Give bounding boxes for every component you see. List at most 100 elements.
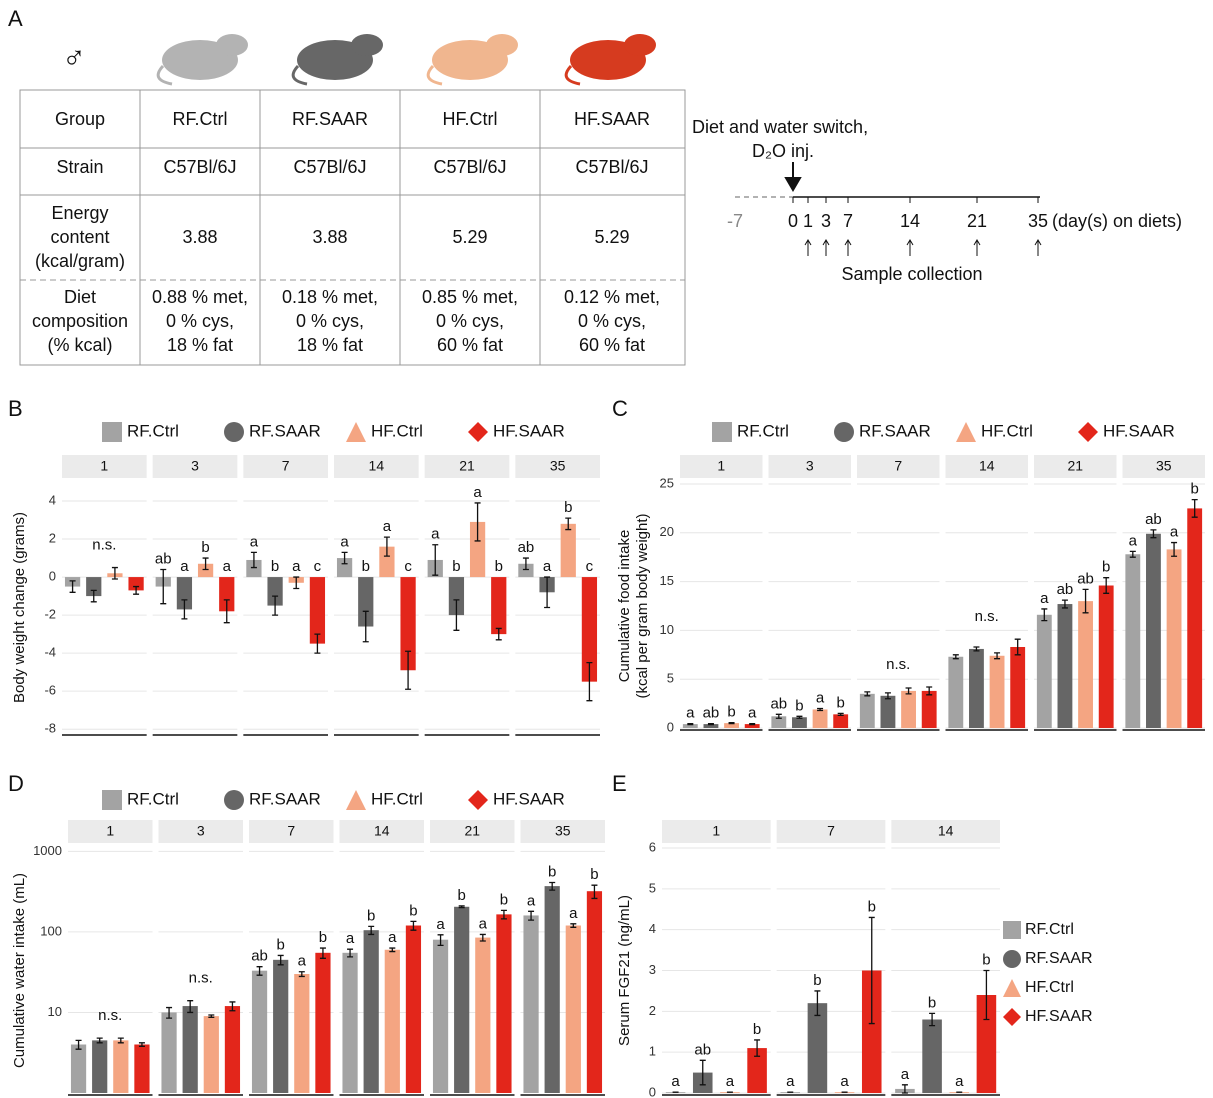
- significance-letter: a: [1129, 532, 1138, 549]
- legend-label: RF.Ctrl: [127, 421, 179, 440]
- bar: [1125, 554, 1140, 728]
- facet-label: 14: [369, 458, 385, 474]
- table-cell: C57Bl/6J: [293, 157, 366, 177]
- legend-marker: [1003, 979, 1021, 997]
- bar: [1010, 647, 1025, 728]
- table-cell: 60 % fat: [579, 335, 645, 355]
- legend-label: HF.Ctrl: [981, 421, 1033, 440]
- significance-letter: a: [816, 689, 825, 706]
- y-tick-label: 10: [660, 622, 674, 637]
- y-axis-label: Body weight change (grams): [11, 512, 28, 703]
- legend-label: HF.SAAR: [493, 421, 565, 440]
- legend-label: RF.Ctrl: [127, 789, 179, 808]
- significance-letter: b: [795, 697, 803, 714]
- legend-marker: [834, 422, 854, 442]
- significance-letter: b: [500, 891, 508, 908]
- significance-letter: b: [837, 694, 845, 711]
- significance-letter: b: [367, 907, 375, 924]
- y-tick-label: 1000: [33, 843, 62, 858]
- significance-letter: b: [753, 1021, 761, 1038]
- significance-letter: b: [271, 558, 279, 575]
- day-label: 1: [803, 211, 813, 231]
- legend-label: HF.SAAR: [1103, 421, 1175, 440]
- bar: [1099, 586, 1114, 728]
- bar: [342, 953, 357, 1093]
- significance-letter: b: [982, 951, 990, 968]
- bar: [1058, 604, 1073, 728]
- sample-arrow: [1035, 240, 1041, 256]
- table-cell: 0 % cys,: [436, 311, 504, 331]
- bar: [881, 696, 896, 728]
- sample-arrow: [907, 240, 913, 256]
- y-tick-label: -6: [44, 683, 56, 698]
- bar: [1037, 615, 1052, 728]
- significance-letter: a: [383, 518, 392, 535]
- significance-letter: a: [569, 905, 578, 922]
- table-cell: 0 % cys,: [166, 311, 234, 331]
- mouse-icon: [293, 34, 383, 84]
- bar: [922, 691, 937, 728]
- significance-letter: b: [319, 929, 327, 946]
- significance-letter: b: [928, 994, 936, 1011]
- bar: [1146, 534, 1161, 728]
- bar: [204, 1016, 219, 1093]
- significance-letter: b: [727, 704, 735, 721]
- legend-marker: [102, 422, 122, 442]
- timeline-title: Diet and water switch,: [692, 117, 868, 137]
- facet-label: 21: [1067, 458, 1083, 474]
- y-axis-label: (kcal per gram body weight): [634, 513, 651, 698]
- error-bar: [776, 714, 782, 718]
- legend-label: RF.SAAR: [249, 421, 321, 440]
- facet-label: 35: [550, 458, 566, 474]
- facet-label: 3: [806, 458, 814, 474]
- y-axis-label: Cumulative water intake (mL): [11, 873, 28, 1068]
- timeline-note: Sample collection: [841, 264, 982, 284]
- significance-letter: a: [543, 558, 552, 575]
- table-cell: HF.SAAR: [574, 109, 650, 129]
- timeline-unit: (day(s) on diets): [1052, 211, 1182, 231]
- bar: [225, 1006, 240, 1093]
- bar: [475, 938, 490, 1093]
- bar: [273, 960, 288, 1093]
- significance-letter: ab: [155, 550, 172, 567]
- significance-letter: c: [586, 558, 594, 575]
- significance-letter: b: [868, 898, 876, 915]
- significance-letter: a: [955, 1073, 964, 1090]
- male-symbol: ♂: [62, 39, 86, 75]
- table-cell: C57Bl/6J: [163, 157, 236, 177]
- table-cell: Strain: [56, 157, 103, 177]
- bar: [1187, 508, 1202, 728]
- significance-letter: b: [409, 902, 417, 919]
- table-cell: 60 % fat: [437, 335, 503, 355]
- bar: [183, 1006, 198, 1093]
- facet-label: 3: [197, 823, 205, 839]
- y-tick-label: -8: [44, 721, 56, 736]
- bar: [491, 577, 506, 634]
- y-tick-label: 2: [49, 530, 56, 545]
- y-tick-label: 25: [660, 475, 674, 490]
- facet-label: 14: [374, 823, 390, 839]
- table-cell: C57Bl/6J: [433, 157, 506, 177]
- day-label: 0: [788, 211, 798, 231]
- facet-label: 7: [827, 823, 835, 839]
- significance-note: n.s.: [92, 537, 116, 554]
- significance-letter: ab: [518, 539, 535, 556]
- significance-letter: a: [250, 533, 259, 550]
- bar: [315, 953, 330, 1093]
- panel-label: A: [8, 6, 23, 31]
- facet-label: 14: [938, 823, 954, 839]
- error-bar: [953, 655, 959, 659]
- panel-label: D: [8, 771, 24, 796]
- legend-label: RF.SAAR: [249, 789, 321, 808]
- bar: [385, 950, 400, 1093]
- table-cell: HF.Ctrl: [443, 109, 498, 129]
- significance-letter: a: [726, 1073, 735, 1090]
- significance-letter: c: [314, 558, 322, 575]
- significance-letter: a: [479, 915, 488, 932]
- significance-letter: a: [748, 705, 757, 722]
- bar: [161, 1012, 176, 1093]
- y-tick-label: 0: [49, 569, 56, 584]
- bar: [860, 694, 875, 728]
- table-cell: 3.88: [312, 227, 347, 247]
- error-bar: [160, 569, 166, 603]
